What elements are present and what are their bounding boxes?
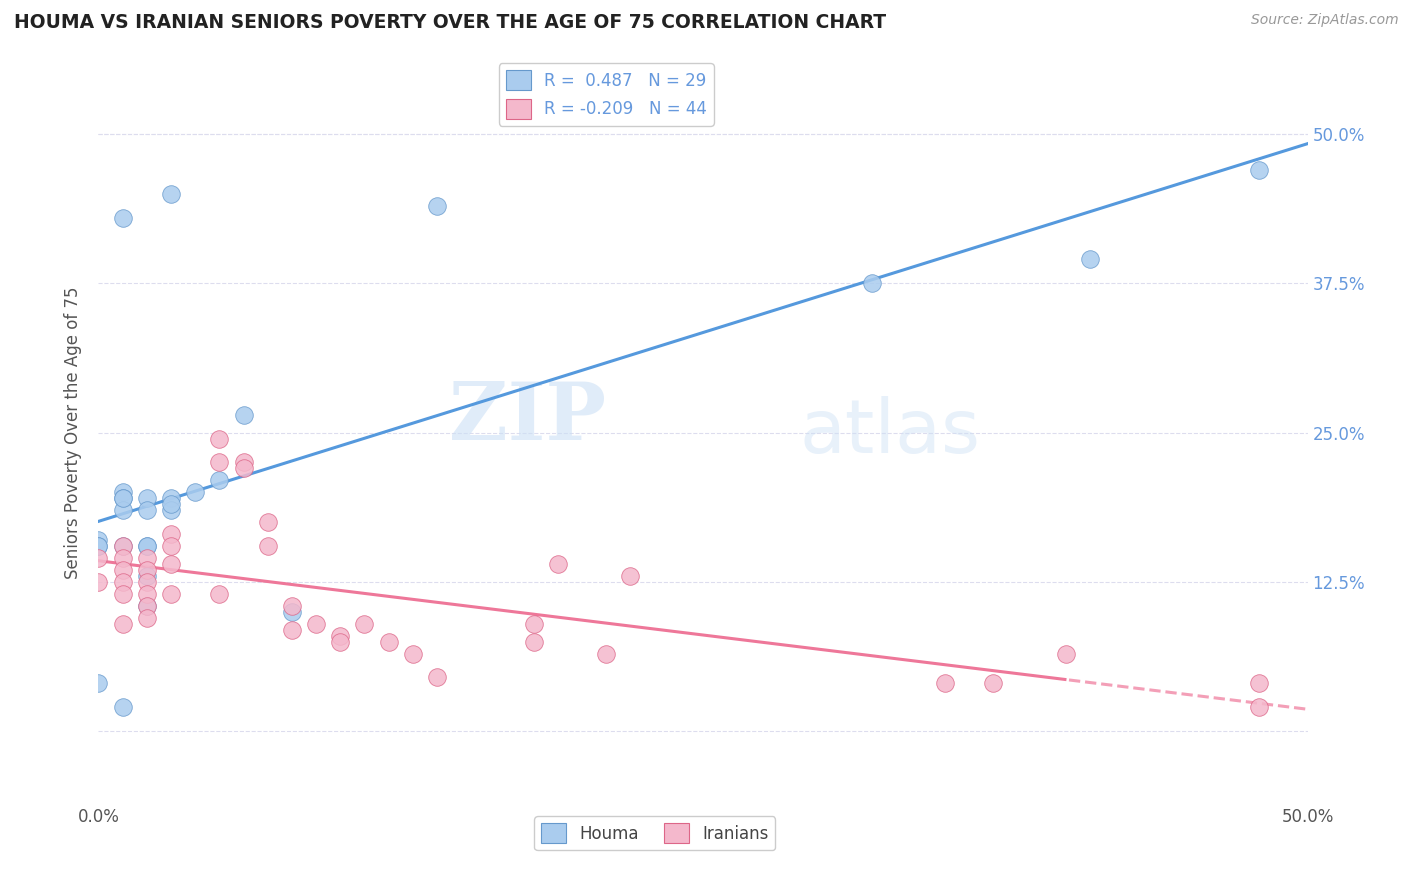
Point (426, 199, 449, 213)
Point (111, 211, 134, 225)
Text: atlas: atlas (800, 396, 981, 469)
Y-axis label: Seniors Poverty Over the Age of 75: Seniors Poverty Over the Age of 75 (65, 286, 83, 579)
Point (135, 599, 157, 613)
Point (135, 551, 157, 566)
Point (402, 647, 425, 661)
Point (87, 574, 110, 589)
Point (111, 574, 134, 589)
Point (595, 647, 617, 661)
Point (160, 503, 183, 517)
Point (281, 599, 304, 613)
Point (184, 485, 207, 500)
Point (160, 186, 183, 201)
Point (208, 455, 231, 469)
Point (135, 539, 157, 553)
Point (256, 515, 278, 529)
Point (135, 587, 157, 601)
Point (111, 539, 134, 553)
Point (87, 539, 110, 553)
Point (160, 539, 183, 553)
Point (208, 587, 231, 601)
Point (111, 551, 134, 566)
Point (111, 563, 134, 577)
Point (111, 700, 134, 714)
Point (87, 676, 110, 690)
Point (377, 634, 399, 648)
Point (111, 485, 134, 500)
Text: HOUMA VS IRANIAN SENIORS POVERTY OVER THE AGE OF 75 CORRELATION CHART: HOUMA VS IRANIAN SENIORS POVERTY OVER TH… (14, 13, 886, 32)
Point (208, 432, 231, 446)
Point (619, 569, 641, 583)
Point (111, 491, 134, 506)
Point (208, 474, 231, 488)
Point (232, 461, 254, 475)
Point (111, 616, 134, 631)
Legend: Houma, Iranians: Houma, Iranians (534, 816, 775, 850)
Point (135, 569, 157, 583)
Point (135, 503, 157, 517)
Point (111, 491, 134, 506)
Point (547, 557, 569, 571)
Point (1078, 252, 1101, 267)
Point (353, 616, 375, 631)
Point (232, 455, 254, 469)
Point (111, 587, 134, 601)
Point (305, 616, 328, 631)
Text: Source: ZipAtlas.com: Source: ZipAtlas.com (1251, 13, 1399, 28)
Point (981, 676, 1004, 690)
Point (135, 599, 157, 613)
Point (160, 527, 183, 541)
Point (135, 491, 157, 506)
Point (160, 491, 183, 506)
Point (232, 408, 254, 422)
Point (329, 629, 352, 643)
Point (523, 634, 546, 648)
Point (523, 616, 546, 631)
Point (160, 497, 183, 511)
Point (111, 539, 134, 553)
Point (1249, 162, 1271, 177)
Point (160, 587, 183, 601)
Point (135, 539, 157, 553)
Point (281, 623, 304, 637)
Point (1249, 700, 1271, 714)
Point (135, 574, 157, 589)
Point (934, 676, 956, 690)
Point (160, 557, 183, 571)
Point (329, 634, 352, 648)
Point (135, 611, 157, 625)
Point (256, 539, 278, 553)
Point (87, 539, 110, 553)
Text: ZIP: ZIP (450, 379, 606, 457)
Point (1054, 647, 1077, 661)
Point (1249, 676, 1271, 690)
Point (135, 563, 157, 577)
Point (426, 670, 449, 684)
Point (860, 277, 883, 291)
Point (87, 533, 110, 547)
Point (281, 605, 304, 619)
Point (111, 503, 134, 517)
Point (87, 551, 110, 566)
